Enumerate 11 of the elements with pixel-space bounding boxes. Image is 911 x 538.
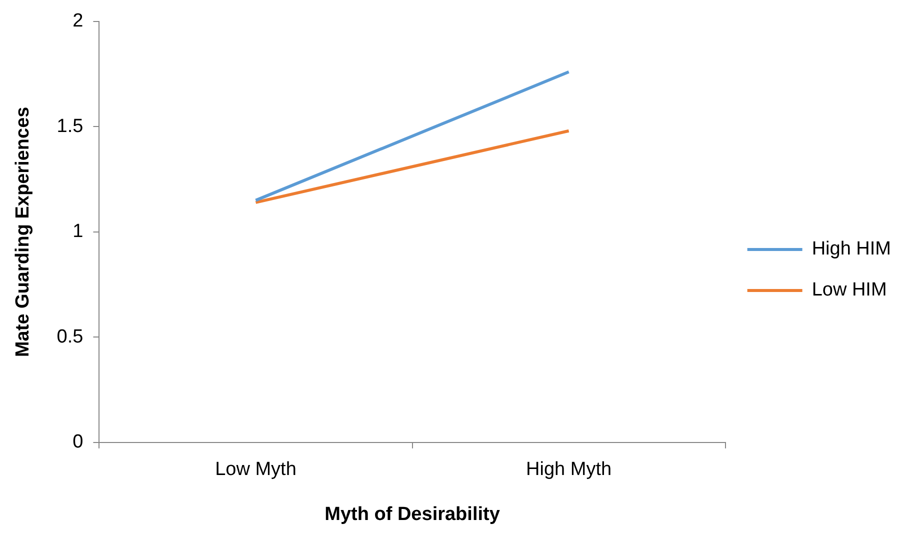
x-axis-title: Myth of Desirability	[324, 504, 500, 525]
legend-label: High HIM	[812, 238, 892, 260]
y-tick-label: 0	[72, 432, 84, 453]
x-tick-label: High Myth	[526, 459, 612, 480]
y-axis-title: Mate Guarding Experiences	[12, 106, 34, 358]
y-tick-label: 1.5	[56, 116, 84, 137]
y-tick-label: 2	[72, 10, 84, 32]
legend-label: Low HIM	[812, 280, 887, 301]
y-tick-label: 0.5	[56, 326, 84, 348]
x-tick-label: Low Myth	[215, 459, 296, 480]
y-tick-label: 1	[72, 221, 84, 242]
